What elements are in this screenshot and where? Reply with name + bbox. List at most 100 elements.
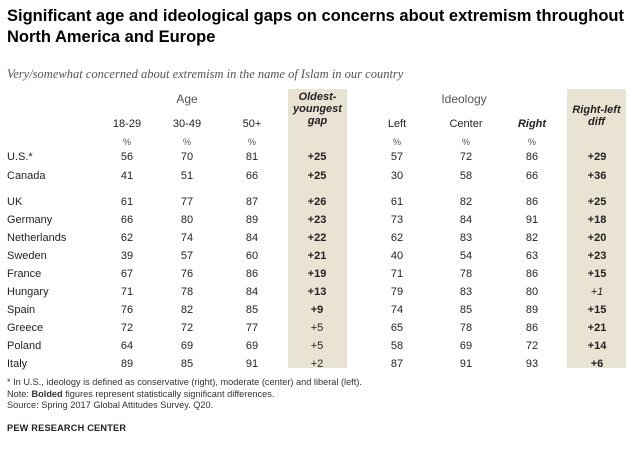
table-cell-col-gap: +9 bbox=[310, 304, 324, 316]
diff-column-header: Right-left diff bbox=[567, 104, 626, 128]
table-cell-col-30-49: 80 bbox=[180, 214, 194, 226]
table-cell-col-50-plus: 85 bbox=[245, 304, 259, 316]
row-label-country: Spain bbox=[7, 304, 36, 316]
table-cell-col-30-49: 51 bbox=[180, 170, 194, 182]
chart-title: Significant age and ideological gaps on … bbox=[7, 7, 624, 46]
chart-subtitle: Very/somewhat concerned about extremism … bbox=[7, 67, 404, 81]
table-cell-col-gap: +26 bbox=[307, 196, 327, 208]
table-cell-col-18-29: 41 bbox=[120, 170, 134, 182]
table-cell-col-18-29: 66 bbox=[120, 214, 134, 226]
table-cell-col-30-49: 77 bbox=[180, 196, 194, 208]
percent-mark: % bbox=[122, 137, 131, 147]
table-cell-col-50-plus: 69 bbox=[245, 340, 259, 352]
table-cell-col-left: 73 bbox=[390, 214, 404, 226]
table-cell-col-left: 62 bbox=[390, 232, 404, 244]
table-cell-col-diff: +15 bbox=[587, 268, 607, 280]
percent-mark: % bbox=[182, 137, 191, 147]
percent-mark: % bbox=[392, 137, 401, 147]
table-cell-col-50-plus: 81 bbox=[245, 151, 259, 163]
table-cell-col-30-49: 78 bbox=[180, 286, 194, 298]
table-cell-col-gap: +25 bbox=[307, 151, 327, 163]
table-cell-col-right: 91 bbox=[525, 214, 539, 226]
note-suffix: figures represent statistically signific… bbox=[62, 388, 275, 399]
table-cell-col-diff: +21 bbox=[587, 322, 607, 334]
note-bolded-word: Bolded bbox=[31, 388, 63, 399]
footnote-source: Source: Spring 2017 Global Attitudes Sur… bbox=[7, 400, 214, 410]
diff-column-shading bbox=[567, 89, 626, 368]
column-header-col-center: Center bbox=[449, 118, 483, 130]
table-cell-col-50-plus: 84 bbox=[245, 232, 259, 244]
table-cell-col-50-plus: 66 bbox=[245, 170, 259, 182]
table-cell-col-30-49: 82 bbox=[180, 304, 194, 316]
diff-header-line: Right-left bbox=[572, 104, 621, 116]
source-organization: PEW RESEARCH CENTER bbox=[7, 423, 127, 433]
table-cell-col-gap: +13 bbox=[307, 286, 327, 298]
table-cell-col-left: 61 bbox=[390, 196, 404, 208]
table-cell-col-gap: +5 bbox=[310, 322, 324, 334]
table-cell-col-center: 84 bbox=[459, 214, 473, 226]
ideology-group-header: Ideology bbox=[441, 92, 487, 106]
footnotes: * In U.S., ideology is defined as conser… bbox=[7, 377, 362, 412]
table-cell-col-left: 40 bbox=[390, 250, 404, 262]
table-cell-col-gap: +2 bbox=[310, 358, 324, 370]
table-cell-col-center: 85 bbox=[459, 304, 473, 316]
table-cell-col-left: 79 bbox=[390, 286, 404, 298]
table-cell-col-gap: +25 bbox=[307, 170, 327, 182]
gap-header-line: gap bbox=[307, 115, 328, 127]
table-cell-col-left: 57 bbox=[390, 151, 404, 163]
gap-header-line: youngest bbox=[293, 103, 342, 115]
table-cell-col-30-49: 70 bbox=[180, 151, 194, 163]
table-cell-col-right: 89 bbox=[525, 304, 539, 316]
percent-mark: % bbox=[527, 137, 536, 147]
table-cell-col-diff: +14 bbox=[587, 340, 607, 352]
table-cell-col-diff: +15 bbox=[587, 304, 607, 316]
table-cell-col-diff: +20 bbox=[587, 232, 607, 244]
age-group-header: Age bbox=[176, 92, 198, 106]
table-cell-col-left: 30 bbox=[390, 170, 404, 182]
table-cell-col-50-plus: 84 bbox=[245, 286, 259, 298]
table-cell-col-right: 66 bbox=[525, 170, 539, 182]
table-cell-col-30-49: 72 bbox=[180, 322, 194, 334]
row-label-country: Canada bbox=[7, 170, 46, 182]
table-cell-col-diff: +6 bbox=[590, 358, 604, 370]
table-cell-col-left: 74 bbox=[390, 304, 404, 316]
gap-column-header: Oldest- youngest gap bbox=[288, 91, 347, 127]
table-cell-col-gap: +5 bbox=[310, 340, 324, 352]
table-cell-col-center: 69 bbox=[459, 340, 473, 352]
row-label-country: Hungary bbox=[7, 286, 49, 298]
table-cell-col-left: 71 bbox=[390, 268, 404, 280]
table-cell-col-50-plus: 77 bbox=[245, 322, 259, 334]
table-cell-col-gap: +22 bbox=[307, 232, 327, 244]
footnote-ideology: * In U.S., ideology is defined as conser… bbox=[7, 377, 362, 387]
table-cell-col-gap: +21 bbox=[307, 250, 327, 262]
table-cell-col-center: 83 bbox=[459, 286, 473, 298]
table-cell-col-30-49: 69 bbox=[180, 340, 194, 352]
table-cell-col-right: 93 bbox=[525, 358, 539, 370]
table-cell-col-18-29: 39 bbox=[120, 250, 134, 262]
table-cell-col-right: 86 bbox=[525, 268, 539, 280]
table-cell-col-center: 82 bbox=[459, 196, 473, 208]
table-cell-col-18-29: 61 bbox=[120, 196, 134, 208]
table-cell-col-right: 72 bbox=[525, 340, 539, 352]
table-cell-col-right: 86 bbox=[525, 151, 539, 163]
table-cell-col-18-29: 72 bbox=[120, 322, 134, 334]
row-label-country: Poland bbox=[7, 340, 42, 352]
table-cell-col-30-49: 57 bbox=[180, 250, 194, 262]
table-cell-col-30-49: 74 bbox=[180, 232, 194, 244]
table-cell-col-right: 86 bbox=[525, 196, 539, 208]
table-cell-col-50-plus: 60 bbox=[245, 250, 259, 262]
table-cell-col-18-29: 89 bbox=[120, 358, 134, 370]
table-cell-col-right: 86 bbox=[525, 322, 539, 334]
table-cell-col-30-49: 85 bbox=[180, 358, 194, 370]
table-cell-col-right: 80 bbox=[525, 286, 539, 298]
table-cell-col-center: 78 bbox=[459, 268, 473, 280]
table-cell-col-50-plus: 91 bbox=[245, 358, 259, 370]
table-cell-col-18-29: 62 bbox=[120, 232, 134, 244]
row-label-country: France bbox=[7, 268, 42, 280]
table-cell-col-diff: +36 bbox=[587, 170, 607, 182]
footnote-note: Note: Bolded figures represent statistic… bbox=[7, 389, 362, 401]
table-cell-col-diff: +1 bbox=[590, 286, 604, 298]
note-prefix: Note: bbox=[7, 388, 32, 399]
table-cell-col-left: 65 bbox=[390, 322, 404, 334]
table-cell-col-gap: +19 bbox=[307, 268, 327, 280]
